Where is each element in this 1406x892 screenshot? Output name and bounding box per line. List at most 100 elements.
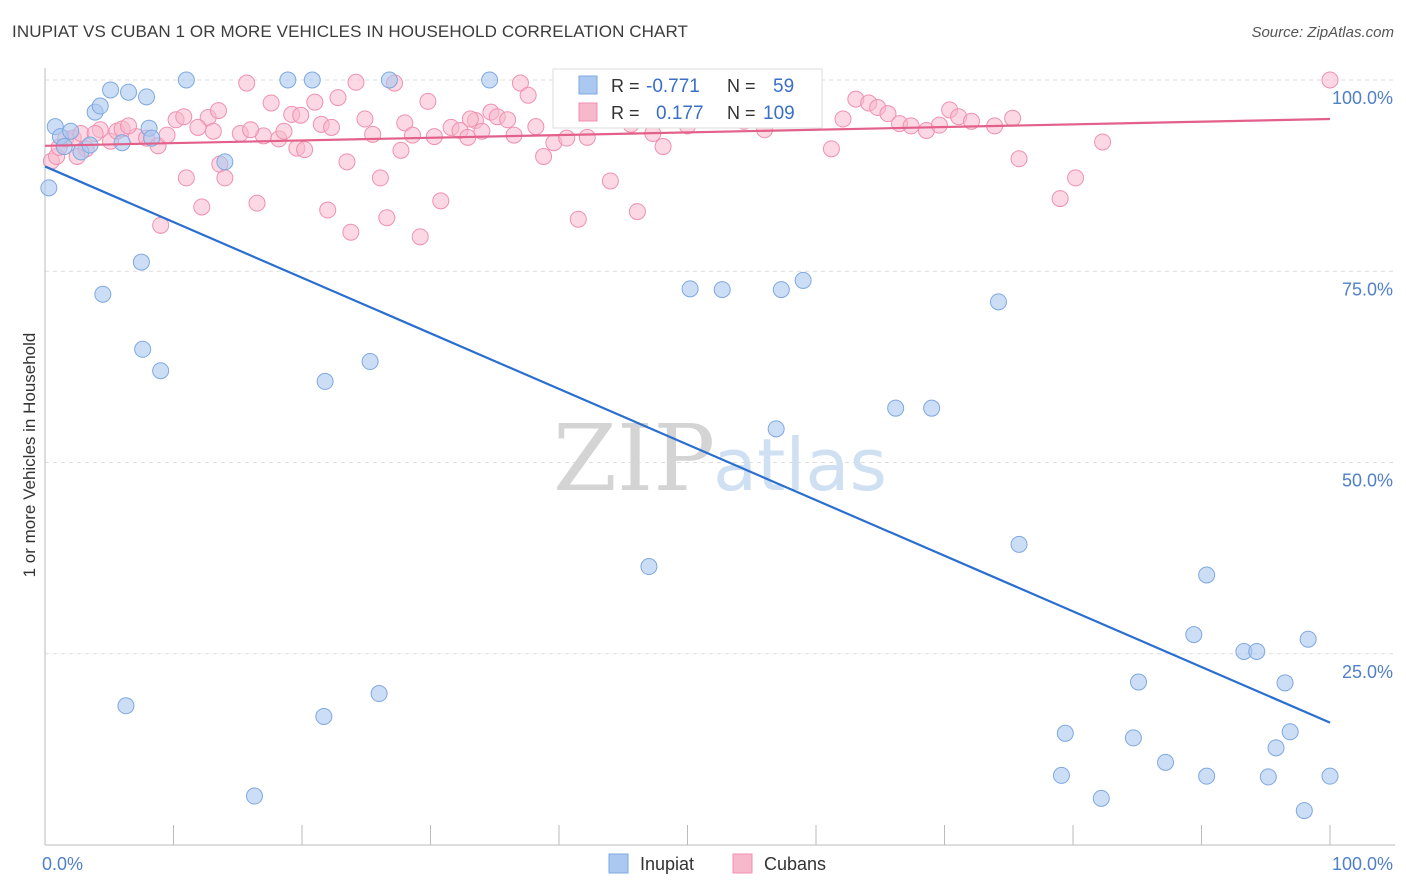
cubans-point bbox=[822, 140, 840, 158]
cubans-point bbox=[569, 210, 587, 228]
cubans-points bbox=[42, 71, 1339, 246]
cubans-point bbox=[519, 86, 537, 104]
inupiat-point bbox=[767, 420, 785, 438]
cubans-point bbox=[461, 110, 479, 128]
cubans-point bbox=[601, 172, 619, 190]
inupiat-point bbox=[62, 122, 80, 140]
inupiat-point bbox=[1056, 724, 1074, 742]
cubans-point bbox=[342, 223, 360, 241]
inupiat-point bbox=[794, 271, 812, 289]
cubans-point bbox=[527, 118, 545, 136]
inupiat-point bbox=[91, 97, 109, 115]
cubans-point bbox=[248, 194, 266, 212]
cubans-swatch bbox=[578, 102, 598, 122]
cubans-point bbox=[204, 122, 222, 140]
legend-cubans-swatch bbox=[732, 853, 753, 874]
cubans-trend-line bbox=[44, 117, 1331, 147]
bottom-legend: Inupiat Cubans bbox=[608, 853, 826, 874]
cubans-point bbox=[177, 169, 195, 187]
cubans-point bbox=[120, 117, 138, 135]
inupiat-point bbox=[989, 293, 1007, 311]
cubans-point bbox=[189, 118, 207, 136]
inupiat-point bbox=[279, 71, 297, 89]
inupiat-point bbox=[117, 697, 135, 715]
cubans-point bbox=[654, 138, 672, 156]
cubans-point bbox=[371, 169, 389, 187]
inupiat-point bbox=[138, 88, 156, 106]
cubans-point bbox=[392, 141, 410, 159]
inupiat-point bbox=[1185, 626, 1203, 644]
cubans-point bbox=[1067, 169, 1085, 187]
cubans-point bbox=[511, 74, 529, 92]
cubans-point bbox=[323, 118, 341, 136]
cubans-point bbox=[879, 105, 897, 123]
x-tick-labels: 0.0% 100.0% bbox=[42, 854, 1393, 874]
chart-title: INUPIAT VS CUBAN 1 OR MORE VEHICLES IN H… bbox=[12, 22, 689, 41]
inupiat-point bbox=[1248, 642, 1266, 660]
inupiat-point bbox=[316, 372, 334, 390]
inupiat-point bbox=[120, 83, 138, 101]
inupiat-point bbox=[681, 280, 699, 298]
inupiat-point bbox=[1321, 767, 1339, 785]
inupiat-point bbox=[1124, 729, 1142, 747]
inupiat-point bbox=[303, 71, 321, 89]
inupiat-point bbox=[1276, 674, 1294, 692]
inupiat-point bbox=[132, 253, 150, 271]
inupiat-points bbox=[40, 71, 1339, 820]
cubans-point bbox=[1051, 190, 1069, 208]
cubans-point bbox=[404, 126, 422, 144]
legend-cubans-label: Cubans bbox=[764, 854, 826, 874]
inupiat-point bbox=[1281, 723, 1299, 741]
cubans-point bbox=[193, 198, 211, 216]
cubans-point bbox=[296, 141, 314, 159]
inupiat-n-label: N = bbox=[727, 76, 756, 96]
y-axis-title: 1 or more Vehicles in Household bbox=[20, 333, 39, 578]
cubans-point bbox=[535, 148, 553, 165]
chart-source: Source: ZipAtlas.com bbox=[1251, 24, 1394, 41]
inupiat-point bbox=[1130, 673, 1148, 691]
inupiat-point bbox=[923, 399, 941, 417]
cubans-point bbox=[275, 122, 293, 140]
cubans-point bbox=[419, 92, 437, 110]
inupiat-point bbox=[1157, 753, 1175, 771]
inupiat-point bbox=[143, 129, 161, 147]
cubans-point bbox=[902, 117, 920, 135]
inupiat-point bbox=[102, 81, 120, 99]
cubans-point bbox=[319, 201, 337, 219]
legend-inupiat-label: Inupiat bbox=[640, 854, 694, 874]
cubans-point bbox=[338, 153, 356, 171]
y-tick-label: 75.0% bbox=[1342, 279, 1393, 299]
cubans-point bbox=[578, 128, 596, 146]
stats-legend: R = -0.771 N = 59 R = 0.177 N = 109 bbox=[552, 68, 823, 129]
inupiat-point bbox=[94, 285, 112, 303]
y-tick-label: 25.0% bbox=[1342, 662, 1393, 682]
cubans-point bbox=[175, 108, 193, 126]
inupiat-point bbox=[1052, 766, 1070, 784]
inupiat-swatch bbox=[578, 75, 598, 95]
inupiat-point bbox=[887, 399, 905, 417]
inupiat-point bbox=[772, 281, 790, 299]
legend-inupiat-swatch bbox=[608, 853, 629, 874]
inupiat-point bbox=[481, 71, 499, 89]
cubans-point bbox=[378, 209, 396, 227]
inupiat-point bbox=[380, 71, 398, 89]
cubans-point bbox=[329, 89, 347, 107]
y-tick-label: 100.0% bbox=[1332, 88, 1393, 108]
inupiat-point bbox=[1259, 768, 1277, 786]
cubans-point bbox=[411, 228, 429, 246]
inupiat-point bbox=[713, 281, 731, 299]
inupiat-point bbox=[113, 134, 131, 152]
cubans-r-label: R = bbox=[611, 103, 640, 123]
cubans-point bbox=[1321, 71, 1339, 89]
cubans-point bbox=[356, 110, 374, 128]
x-tick-label-right: 100.0% bbox=[1332, 854, 1393, 874]
inupiat-point bbox=[370, 685, 388, 703]
cubans-point bbox=[499, 111, 517, 129]
inupiat-point bbox=[1198, 566, 1216, 584]
inupiat-point bbox=[1267, 739, 1285, 757]
y-tick-label: 50.0% bbox=[1342, 471, 1393, 491]
inupiat-n-value: 59 bbox=[773, 76, 794, 97]
inupiat-point bbox=[1092, 789, 1110, 807]
cubans-point bbox=[1010, 150, 1028, 168]
